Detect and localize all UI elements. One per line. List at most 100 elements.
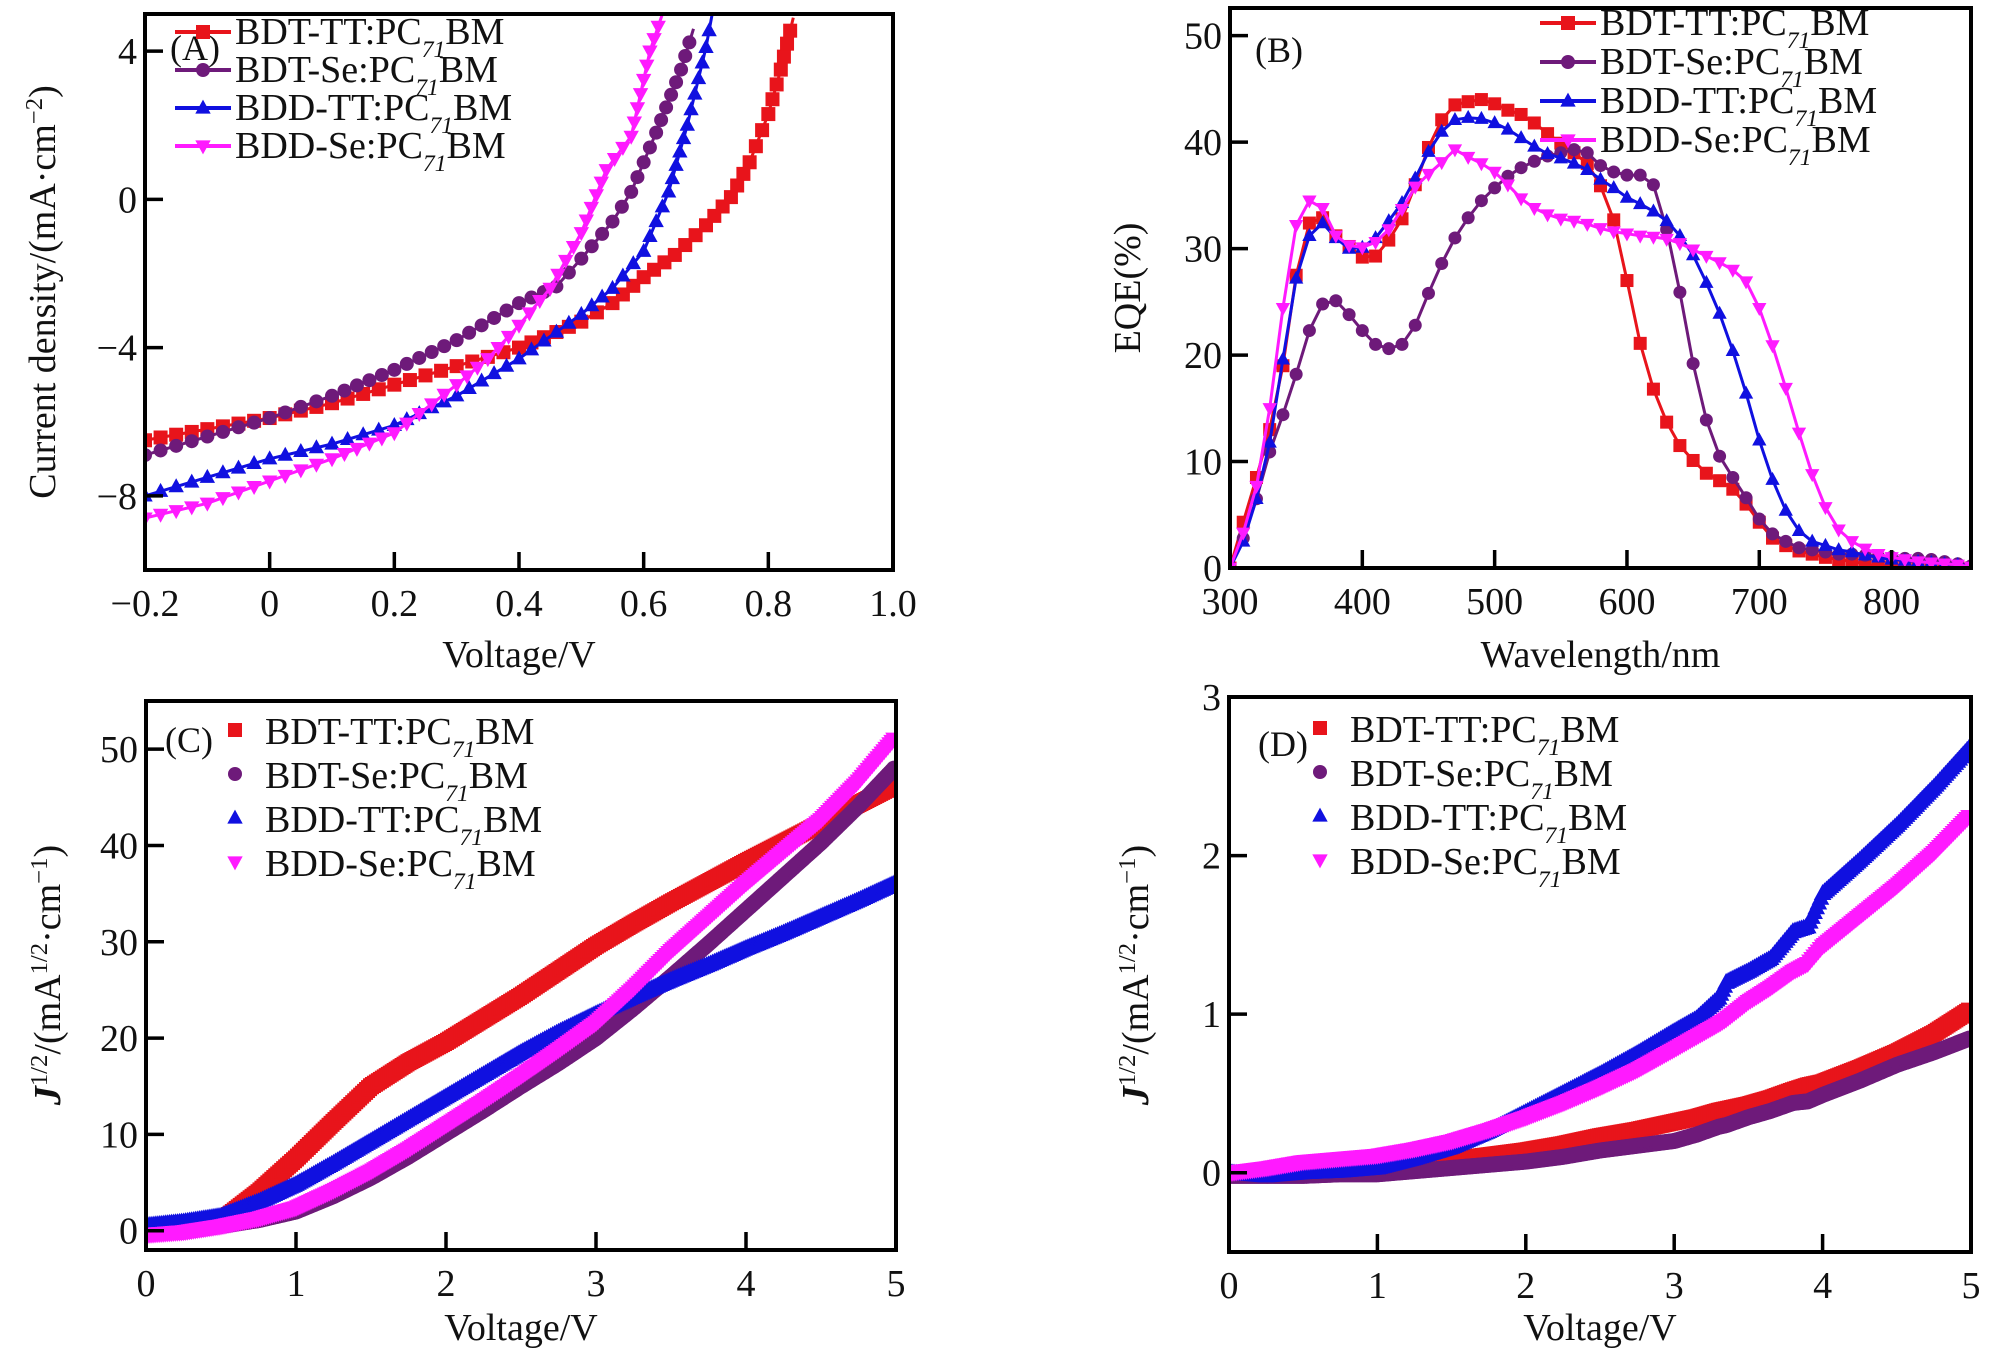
data-point <box>1382 233 1396 247</box>
data-point <box>1302 195 1317 209</box>
data-point <box>1421 286 1435 300</box>
data-point <box>536 332 552 347</box>
legend-label: BDD-Se:PC71BM <box>235 125 506 177</box>
data-point <box>169 427 184 442</box>
data-point <box>1448 231 1462 245</box>
data-point <box>1725 264 1740 278</box>
data-point <box>678 49 693 64</box>
data-point <box>574 251 589 266</box>
data-point <box>1369 337 1383 351</box>
data-point <box>1435 113 1449 127</box>
data-point <box>648 213 664 228</box>
data-point <box>625 255 641 270</box>
plot-area <box>146 732 896 1245</box>
y-tick-label: 50 <box>100 729 138 771</box>
data-point <box>1262 434 1277 448</box>
data-point <box>1448 98 1462 112</box>
data-point <box>1474 110 1489 124</box>
data-point <box>776 49 791 64</box>
panel-label: (B) <box>1255 30 1303 70</box>
data-point <box>1857 543 1873 557</box>
series-line <box>1230 147 1971 568</box>
series-bdd-se-pc71bm <box>145 14 666 527</box>
data-point <box>635 73 652 88</box>
data-point <box>1368 237 1383 251</box>
legend: BDT-TT:PC71BMBDT-Se:PC71BMBDD-TT:PC71BMB… <box>227 711 542 895</box>
legend-item-bdd-se-pc71bm: BDD-Se:PC71BM <box>175 125 506 177</box>
data-point <box>1633 168 1647 182</box>
data-point <box>1276 408 1290 422</box>
data-point <box>1672 228 1688 242</box>
plot-area <box>145 14 798 527</box>
legend-item-bdd-tt-pc71bm: BDD-TT:PC71BM <box>227 799 542 851</box>
data-point <box>642 228 658 242</box>
data-point <box>153 430 168 445</box>
data-point <box>1395 337 1409 351</box>
data-point <box>339 430 356 445</box>
data-point <box>184 434 199 449</box>
data-point <box>261 450 278 465</box>
data-point <box>1752 303 1767 317</box>
data-point <box>885 732 896 749</box>
data-point <box>1382 342 1396 356</box>
axes-frame <box>144 699 898 1252</box>
x-tick-label: 700 <box>1731 581 1788 623</box>
data-point <box>1805 543 1819 557</box>
data-point <box>632 88 649 103</box>
data-point <box>1487 166 1502 180</box>
data-point <box>1394 204 1410 218</box>
data-point <box>1527 116 1541 130</box>
data-point <box>558 254 574 269</box>
data-point <box>1461 109 1476 123</box>
x-tick-label: 2 <box>437 1263 456 1305</box>
data-point <box>1673 439 1687 453</box>
x-tick-label: 1 <box>287 1263 306 1305</box>
data-point <box>886 777 896 794</box>
data-point <box>614 199 629 214</box>
data-point <box>1289 219 1304 233</box>
data-point <box>324 435 340 450</box>
data-point <box>565 240 582 255</box>
data-point <box>1779 534 1793 548</box>
data-point <box>1566 215 1582 229</box>
data-point <box>594 288 610 303</box>
legend-marker <box>228 723 242 737</box>
y-tick-label: 30 <box>1184 229 1222 271</box>
legend-marker <box>195 140 211 155</box>
data-point <box>1620 168 1634 182</box>
panel-label: (A) <box>170 28 220 68</box>
data-point <box>231 420 246 435</box>
data-point <box>1844 536 1860 550</box>
data-point <box>1844 544 1860 558</box>
legend-label: BDT-Se:PC71BM <box>265 755 528 807</box>
x-tick-label: 300 <box>1202 581 1259 623</box>
data-point <box>153 443 168 458</box>
x-tick-label: 4 <box>737 1263 756 1305</box>
x-tick-label: 0 <box>1220 1265 1239 1307</box>
data-point <box>230 486 247 501</box>
data-point <box>1302 324 1316 338</box>
x-tick-label: 0.8 <box>745 583 793 625</box>
legend-marker <box>1313 721 1327 735</box>
data-point <box>1619 189 1635 203</box>
data-point <box>1699 250 1714 264</box>
data-point <box>436 388 452 403</box>
data-point <box>615 141 631 156</box>
data-point <box>448 387 465 402</box>
legend-marker <box>227 856 243 871</box>
x-tick-label: 600 <box>1598 581 1655 623</box>
data-point <box>1580 218 1595 232</box>
x-tick-label: 0.4 <box>495 583 543 625</box>
panel-c-sclc-electron: 0 1 2 3 4 501020304050Voltage/VJ1/2/(mA1/2·cm… <box>26 699 906 1349</box>
data-point <box>588 189 604 204</box>
legend: BDT-TT:PC71BMBDT-Se:PC71BMBDD-TT:PC71BMB… <box>175 11 512 177</box>
series-bdd-tt-pc71bm <box>1230 109 1971 568</box>
data-point <box>1607 165 1621 179</box>
legend-item-bdt-tt-pc71bm: BDT-TT:PC71BM <box>1540 2 1869 54</box>
x-tick-label: 800 <box>1863 581 1920 623</box>
data-point <box>169 438 184 453</box>
data-point <box>1289 367 1303 381</box>
data-point <box>1488 181 1502 195</box>
data-point <box>669 75 684 90</box>
